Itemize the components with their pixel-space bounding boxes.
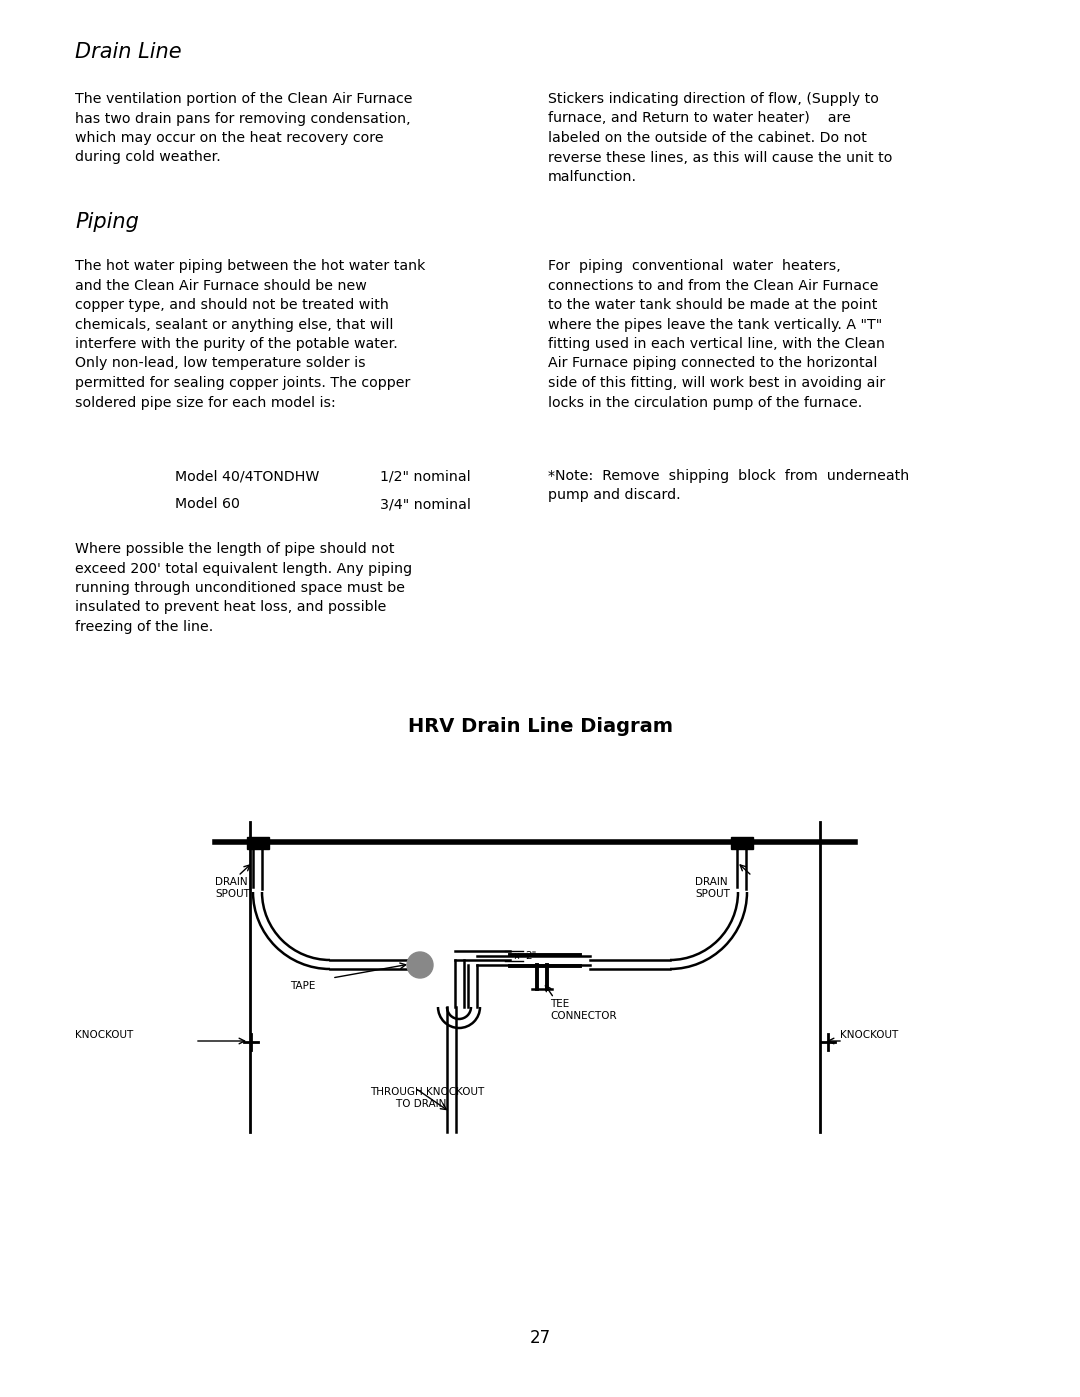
Text: 3/4" nominal: 3/4" nominal [380,497,471,511]
Text: Drain Line: Drain Line [75,42,181,61]
Text: Model 60: Model 60 [175,497,240,511]
Text: *Note:  Remove  shipping  block  from  underneath
pump and discard.: *Note: Remove shipping block from undern… [548,469,909,503]
Text: The hot water piping between the hot water tank
and the Clean Air Furnace should: The hot water piping between the hot wat… [75,258,426,409]
Bar [731,837,753,849]
Text: THROUGH KNOCKOUT
        TO DRAIN: THROUGH KNOCKOUT TO DRAIN [370,1087,484,1109]
Text: TEE
CONNECTOR: TEE CONNECTOR [550,999,617,1021]
Text: Piping: Piping [75,212,139,232]
Text: Stickers indicating direction of flow, (Supply to
furnace, and Return to water h: Stickers indicating direction of flow, (… [548,92,892,184]
Text: 27: 27 [529,1329,551,1347]
Text: Where possible the length of pipe should not
exceed 200' total equivalent length: Where possible the length of pipe should… [75,542,413,634]
Text: Model 40/4TONDHW: Model 40/4TONDHW [175,469,320,483]
Text: DRAIN
SPOUT: DRAIN SPOUT [696,877,730,900]
Text: The ventilation portion of the Clean Air Furnace
has two drain pans for removing: The ventilation portion of the Clean Air… [75,92,413,165]
Text: KNOCKOUT: KNOCKOUT [75,1030,133,1039]
Text: DRAIN
SPOUT: DRAIN SPOUT [215,877,249,900]
Text: TAPE: TAPE [291,981,315,990]
Text: 1/2" nominal: 1/2" nominal [380,469,471,483]
Text: 2": 2" [525,951,537,961]
Text: HRV Drain Line Diagram: HRV Drain Line Diagram [407,717,673,736]
Text: For  piping  conventional  water  heaters,
connections to and from the Clean Air: For piping conventional water heaters, c… [548,258,886,409]
Text: KNOCKOUT: KNOCKOUT [840,1030,899,1039]
Bar [247,837,269,849]
Circle shape [407,951,433,978]
